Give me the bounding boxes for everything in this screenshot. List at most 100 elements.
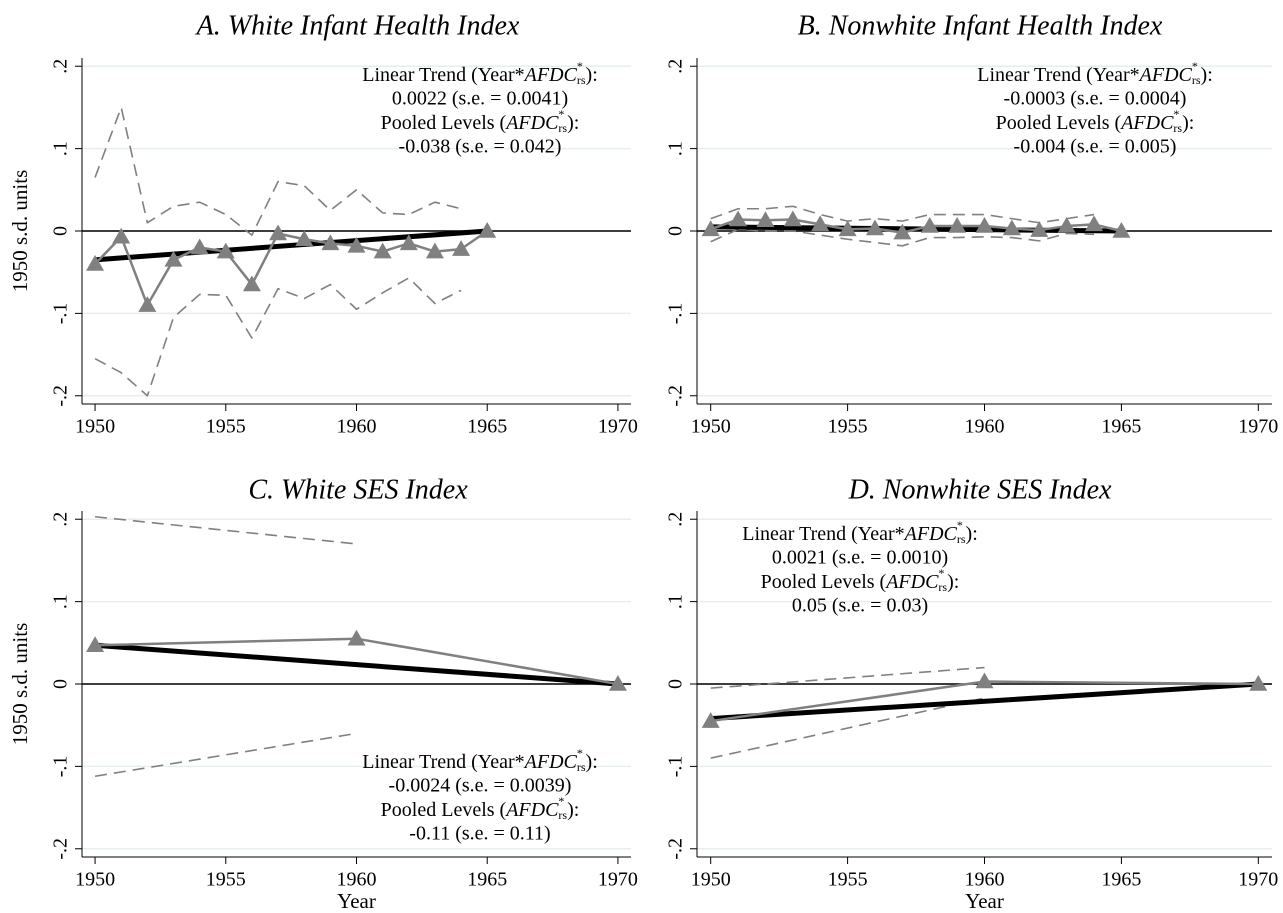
ci-line — [710, 228, 1095, 247]
y-tick-label: .2 — [665, 512, 687, 527]
triangle-marker — [948, 217, 967, 233]
x-tick-label: 1960 — [965, 869, 1005, 891]
annotation: 0.05 (s.e. = 0.03) — [792, 595, 928, 617]
x-tick-label: 1960 — [965, 416, 1005, 438]
annotation-part: * — [577, 746, 583, 760]
annotation-part: * — [957, 518, 963, 532]
triangle-marker — [347, 629, 366, 646]
annotation-part: * — [938, 566, 944, 580]
annotation-part: * — [577, 59, 583, 73]
x-tick-label: 1950 — [691, 869, 731, 891]
annotation-part: AFDC — [1119, 112, 1174, 134]
x-tick-label: 1970 — [1238, 869, 1278, 891]
trend-line — [710, 681, 1259, 722]
triangle-marker — [893, 223, 912, 240]
ci-line — [94, 277, 462, 397]
x-tick-label: 1960 — [337, 869, 377, 891]
y-tick-label: .1 — [665, 141, 687, 156]
triangle-marker — [478, 222, 497, 238]
triangle-marker — [399, 234, 418, 251]
annotation-part: ): — [947, 571, 959, 593]
annotation-part: AFDC — [884, 571, 939, 593]
ci-line — [710, 697, 985, 759]
annotation-part: Linear Trend (Year* — [977, 64, 1139, 86]
y-tick-label: -.1 — [665, 756, 687, 778]
annotation-part: rs — [938, 580, 947, 594]
ci-line — [710, 666, 985, 689]
x-tick-label: 1950 — [75, 869, 115, 891]
triangle-marker — [321, 234, 340, 251]
annotation-part: Linear Trend (Year* — [742, 523, 904, 545]
estimate-line — [94, 229, 488, 307]
annotation-part: rs — [577, 760, 586, 774]
annotation: 0.0022 (s.e. = 0.0041) — [392, 88, 568, 110]
annotation-part: ): — [1182, 112, 1194, 134]
y-tick-label: 0 — [50, 226, 72, 236]
triangle-marker — [138, 296, 157, 312]
annotation-part: Pooled Levels ( — [761, 571, 887, 593]
panel-title: B. Nonwhite Infant Health Index — [798, 10, 1163, 41]
triangle-marker — [242, 275, 261, 292]
annotation: Pooled Levels (AFDC* rs): — [381, 107, 580, 135]
triangle-marker — [1030, 221, 1049, 237]
annotation-part: ): — [586, 64, 598, 86]
y-tick-label: -.2 — [50, 385, 72, 407]
annotation-part: ): — [567, 799, 579, 821]
annotation: Pooled Levels (AFDC* rs): — [381, 794, 580, 822]
trend-line — [94, 228, 488, 263]
triangle-marker — [729, 210, 748, 227]
estimate-line — [710, 218, 1122, 234]
x-tick-label: 1970 — [1238, 416, 1278, 438]
annotation-part: AFDC — [523, 751, 578, 773]
annotation: Linear Trend (Year*AFDC* rs): — [742, 518, 978, 546]
x-axis-label: Year — [337, 889, 376, 913]
triangle-marker — [865, 219, 884, 236]
ci-line — [94, 732, 357, 778]
annotation: Linear Trend (Year*AFDC* rs): — [362, 746, 598, 774]
x-tick-label: 1955 — [828, 869, 868, 891]
triangle-marker — [452, 240, 471, 256]
triangle-marker — [838, 220, 857, 237]
annotation-part: * — [1192, 59, 1198, 73]
x-tick-label: 1955 — [828, 416, 868, 438]
y-tick-label: 0 — [665, 679, 687, 689]
y-tick-label: .2 — [50, 59, 72, 74]
ci-line — [94, 106, 462, 236]
annotation: Linear Trend (Year*AFDC* rs): — [977, 59, 1213, 87]
x-tick-label: 1970 — [598, 869, 638, 891]
triangle-marker — [216, 242, 235, 259]
annotation-part: ): — [586, 751, 598, 773]
triangle-marker — [920, 217, 939, 233]
x-tick-label: 1955 — [206, 869, 246, 891]
annotation: -0.038 (s.e. = 0.042) — [399, 136, 562, 158]
ci-line — [710, 205, 1095, 224]
triangle-marker — [164, 250, 183, 267]
panel-title: C. White SES Index — [248, 474, 468, 505]
triangle-marker — [701, 712, 720, 728]
y-tick-label: .1 — [50, 594, 72, 609]
y-tick-label: .2 — [50, 512, 72, 527]
triangle-marker — [425, 242, 444, 259]
annotation-part: rs — [1173, 121, 1182, 135]
y-tick-label: -.2 — [50, 838, 72, 860]
annotation: -0.0003 (s.e. = 0.0004) — [1004, 88, 1187, 110]
triangle-marker — [1002, 219, 1021, 236]
annotation-part: * — [558, 794, 564, 808]
annotation-part: ): — [966, 523, 978, 545]
x-tick-label: 1955 — [206, 416, 246, 438]
y-tick-label: -.1 — [665, 303, 687, 325]
panel-title: D. Nonwhite SES Index — [848, 474, 1112, 505]
annotation-part: Pooled Levels ( — [996, 112, 1122, 134]
x-tick-label: 1965 — [1101, 869, 1141, 891]
y-axis-label: 1950 s.d. units — [8, 170, 32, 293]
annotation-part: AFDC — [523, 64, 578, 86]
triangle-marker — [975, 672, 994, 689]
annotation-part: rs — [1192, 73, 1201, 87]
ci-line — [94, 515, 357, 545]
x-axis-label: Year — [965, 889, 1004, 913]
annotation-part: ): — [567, 112, 579, 134]
y-axis-label: 1950 s.d. units — [8, 623, 32, 746]
y-tick-label: -.1 — [50, 756, 72, 778]
annotation: Linear Trend (Year*AFDC* rs): — [362, 59, 598, 87]
